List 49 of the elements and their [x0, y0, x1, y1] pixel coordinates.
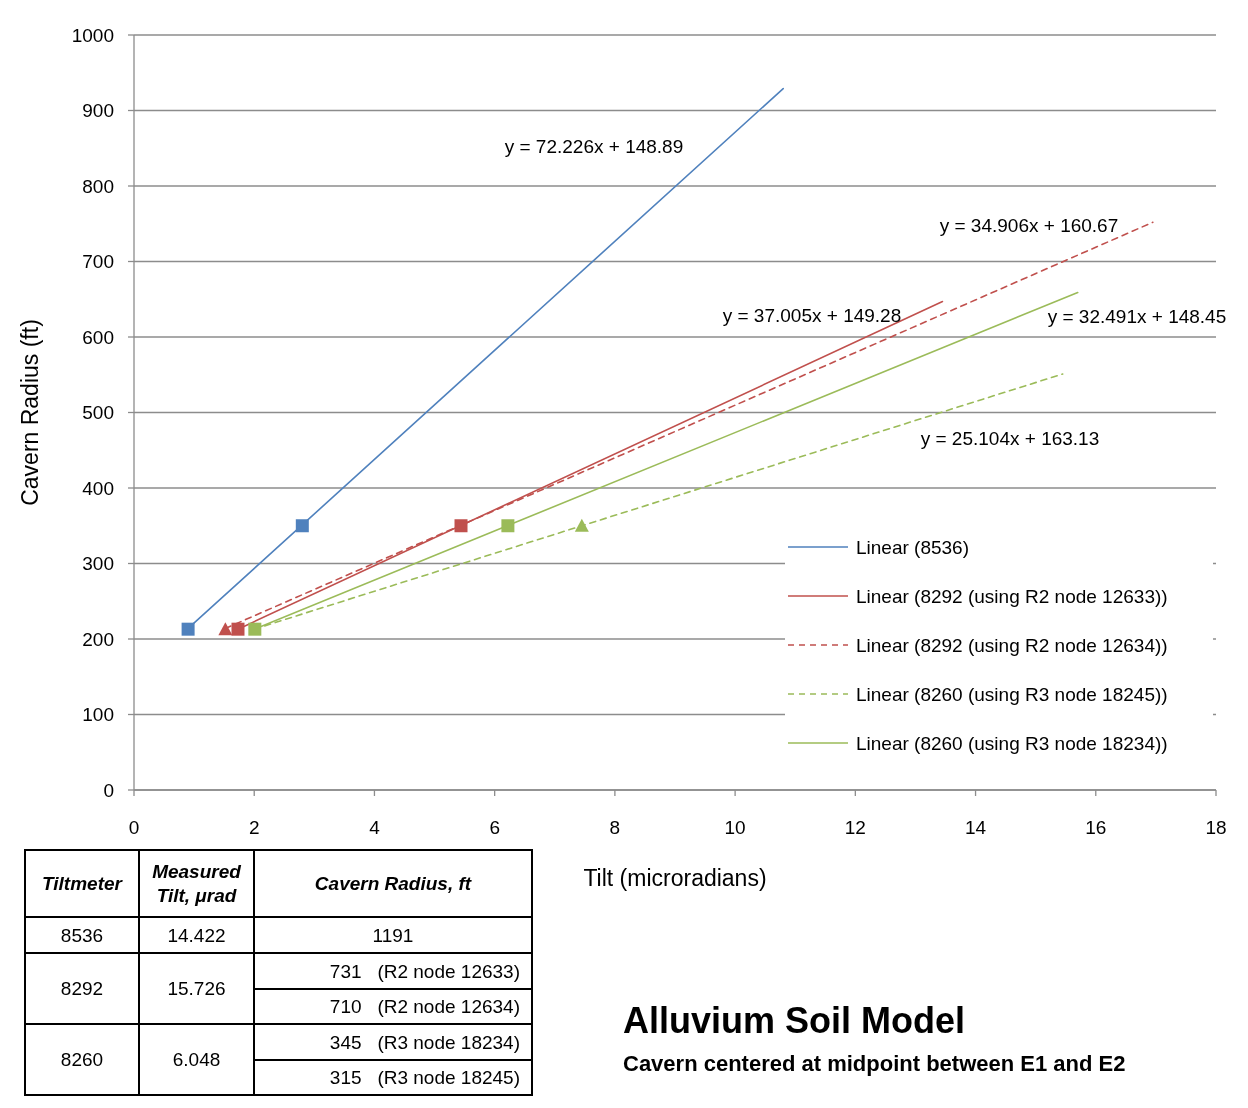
- legend-label: Linear (8260 (using R3 node 18245)): [856, 683, 1168, 705]
- annotation: y = 25.104x + 163.13: [920, 427, 1100, 449]
- y-tick-label: 0: [103, 779, 114, 801]
- y-tick-label: 700: [82, 251, 114, 273]
- text: 14.422: [167, 924, 226, 946]
- y-tick-label: 800: [82, 175, 114, 197]
- annotation: y = 37.005x + 149.28: [722, 304, 902, 326]
- x-tick-label: 2: [248, 817, 260, 838]
- y-tick-label: 600: [82, 326, 114, 348]
- y-tick-label: 1000: [71, 24, 114, 46]
- text: Alluvium Soil Model: [623, 1000, 966, 1041]
- y-tick-label: 100: [82, 704, 114, 726]
- text: 1191: [372, 924, 414, 946]
- text: Cavern centered at midpoint between E1 and E2: [623, 1051, 1126, 1076]
- x-tick-label: 4: [369, 817, 381, 838]
- x-tick-label: 0: [128, 817, 140, 838]
- x-tick-label: 16: [1085, 817, 1107, 838]
- x-tick-label: 6: [489, 817, 500, 838]
- x-tick-label: 10: [724, 817, 746, 838]
- text: 15.726: [167, 978, 226, 1000]
- y-axis-title: Cavern Radius (ft): [17, 319, 43, 506]
- text: 315 (R3 node 18245): [329, 1067, 520, 1089]
- y-tick-label: 400: [82, 477, 114, 499]
- text: Measured Tilt, μrad: [152, 860, 242, 906]
- y-tick-label: 200: [82, 628, 114, 650]
- text: 710 (R2 node 12634): [329, 996, 520, 1018]
- text: 8292: [60, 978, 104, 1000]
- text: 8260: [60, 1049, 104, 1071]
- text: Tiltmeter: [42, 873, 124, 895]
- legend-label: Linear (8292 (using R2 node 12634)): [856, 634, 1168, 656]
- legend-label: Linear (8292 (using R2 node 12633)): [856, 585, 1168, 607]
- text: 345 (R3 node 18234): [329, 1031, 520, 1053]
- legend-label: Linear (8260 (using R3 node 18234)): [856, 732, 1168, 754]
- annotation: y = 34.906x + 160.67: [939, 214, 1119, 236]
- x-tick-label: 14: [964, 817, 987, 838]
- text: Cavern Radius, ft: [314, 873, 472, 895]
- text: 731 (R2 node 12633): [329, 960, 520, 982]
- text: 8536: [60, 924, 104, 946]
- y-tick-label: 900: [82, 100, 114, 122]
- y-tick-label: 500: [82, 402, 114, 424]
- x-axis-title: Tilt (microradians): [583, 865, 767, 891]
- text: 6.048: [172, 1049, 221, 1071]
- x-tick-label: 12: [844, 817, 866, 838]
- x-tick-label: 8: [609, 817, 621, 838]
- y-tick-label: 300: [82, 553, 114, 575]
- x-tick-label: 18: [1205, 817, 1227, 838]
- legend-label: Linear (8536): [856, 536, 970, 558]
- annotation: y = 72.226x + 148.89: [504, 135, 684, 157]
- annotation: y = 32.491x + 148.45: [1047, 305, 1227, 327]
